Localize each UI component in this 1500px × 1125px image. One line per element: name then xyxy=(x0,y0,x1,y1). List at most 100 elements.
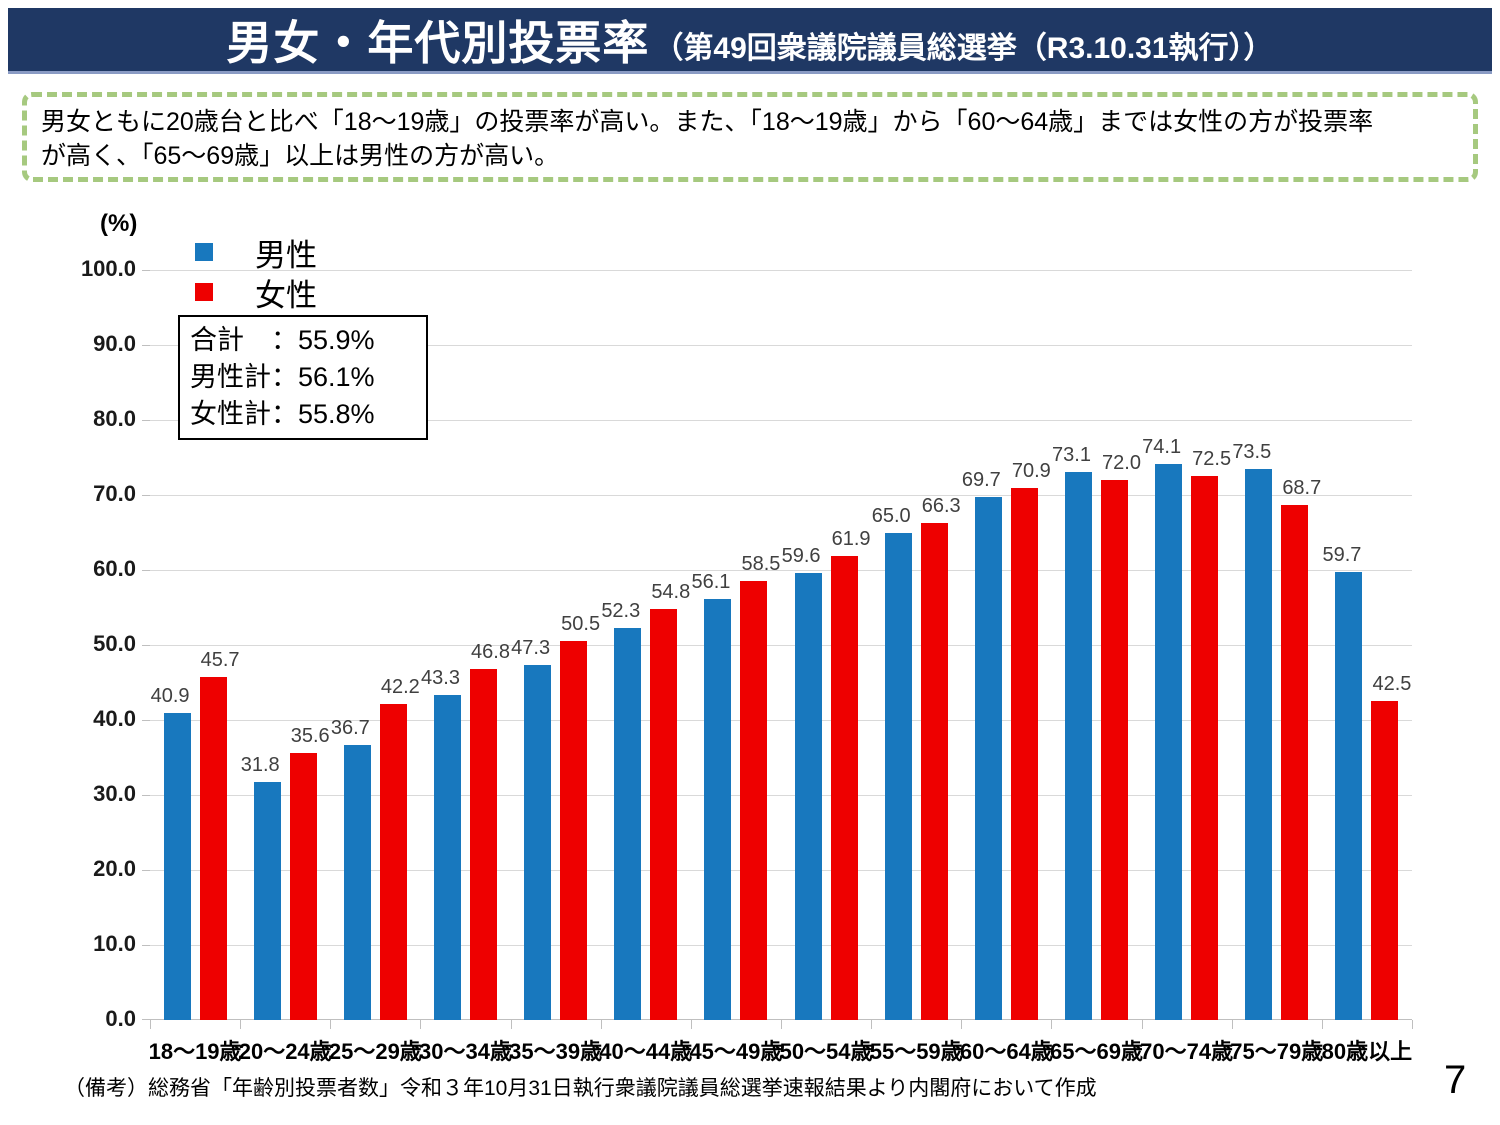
bar-male-1 xyxy=(253,781,281,1020)
y-tick-80 xyxy=(142,420,150,421)
bar-male-0 xyxy=(163,713,191,1020)
bar-label-male-7: 59.6 xyxy=(781,545,821,567)
bar-label-female-11: 72.5 xyxy=(1192,448,1232,471)
bar-label-male-13: 59.7 xyxy=(1322,544,1362,567)
bar-label-female-5: 54.8 xyxy=(651,581,691,603)
x-tick-14 xyxy=(1412,1020,1413,1029)
bar-female-4 xyxy=(560,641,588,1020)
bar-label-male-4: 47.3 xyxy=(511,637,551,660)
bar-label-female-3: 46.8 xyxy=(471,641,510,663)
y-tick-label-60: 60.0 xyxy=(93,556,136,581)
bar-female-13 xyxy=(1371,701,1399,1020)
bar-male-9 xyxy=(974,497,1002,1020)
gridline-40 xyxy=(150,720,1412,721)
x-category-label-10: 65～69歳 xyxy=(1050,1039,1143,1064)
y-tick-60 xyxy=(142,570,150,571)
bar-male-11 xyxy=(1155,464,1183,1020)
y-tick-label-80: 80.0 xyxy=(93,406,136,431)
bar-label-female-13: 42.5 xyxy=(1372,673,1412,696)
header-banner: 男女・年代別投票率 （第49回衆議院議員総選挙（R3.10.31執行）） xyxy=(8,8,1492,74)
bar-label-male-0: 40.9 xyxy=(150,685,190,708)
bar-label-male-3: 43.3 xyxy=(421,667,460,690)
y-tick-label-0: 0.0 xyxy=(105,1006,136,1031)
page-subtitle: （第49回衆議院議員総選挙（R3.10.31執行）） xyxy=(653,31,1274,65)
bar-label-female-12: 68.7 xyxy=(1282,476,1322,499)
y-tick-label-20: 20.0 xyxy=(93,856,136,881)
gridline-20 xyxy=(150,870,1412,871)
x-tick-4 xyxy=(510,1020,512,1029)
plot-area: 0.0 10.0 20.0 30.0 40.0 50.0 60.0 70.0 80.0 90.0 1… xyxy=(81,256,1413,1064)
totals-box: 合計 ：55.9% 男性計：56.1% 女性計：55.8% xyxy=(178,315,428,440)
legend-row-male: 男性 xyxy=(195,232,317,273)
totals-row-overall: 合計 ：55.9% xyxy=(190,325,375,355)
x-category-label-5: 40～44歳 xyxy=(599,1039,693,1064)
y-tick-label-90: 90.0 xyxy=(93,331,136,356)
bar-female-9 xyxy=(1010,488,1038,1020)
x-tick-11 xyxy=(1141,1020,1143,1029)
legend-label: 男性 xyxy=(255,237,317,273)
gridline-80 xyxy=(150,420,1412,421)
bar-male-5 xyxy=(614,627,642,1020)
bar-female-8 xyxy=(920,522,948,1020)
bar-male-7 xyxy=(794,573,822,1020)
legend-swatch-icon xyxy=(195,283,213,301)
bar-label-male-8: 65.0 xyxy=(871,504,911,527)
x-category-label-8: 55～59歳 xyxy=(869,1039,963,1064)
x-tick-3 xyxy=(420,1020,422,1029)
gridline-50 xyxy=(150,645,1412,646)
x-tick-5 xyxy=(600,1020,602,1029)
bar-label-female-10: 72.0 xyxy=(1102,452,1141,474)
bar-male-3 xyxy=(434,695,461,1020)
chart-legend: 男性 女性 xyxy=(195,232,317,313)
summary-note-line-1: 男女ともに20歳台と比べ「18～19歳」の投票率が高い。また、「18～19歳」か… xyxy=(41,108,1374,136)
x-category-label-4: 35～39歳 xyxy=(509,1039,603,1064)
y-tick-90 xyxy=(142,345,150,346)
y-tick-label-10: 10.0 xyxy=(93,931,136,956)
bar-male-13 xyxy=(1335,572,1363,1020)
bar-label-female-0: 45.7 xyxy=(200,649,240,672)
bar-male-12 xyxy=(1245,468,1273,1020)
legend-row-female: 女性 xyxy=(195,272,317,313)
bar-female-6 xyxy=(740,581,768,1020)
y-tick-20 xyxy=(142,870,150,871)
x-category-label-13: 80歳以上 xyxy=(1321,1039,1413,1064)
y-tick-label-50: 50.0 xyxy=(93,631,136,656)
y-tick-label-100: 100.0 xyxy=(80,256,136,281)
x-category-label-2: 25～29歳 xyxy=(328,1039,422,1064)
bar-male-10 xyxy=(1065,471,1092,1020)
totals-row-female: 女性計：55.8% xyxy=(190,399,375,429)
x-tick-12 xyxy=(1231,1020,1233,1029)
y-tick-label-30: 30.0 xyxy=(93,781,136,806)
x-tick-9 xyxy=(961,1020,963,1029)
gridline-90 xyxy=(150,345,1412,346)
y-tick-50 xyxy=(142,645,150,646)
page-number: 7 xyxy=(1444,1058,1467,1102)
bar-label-female-8: 66.3 xyxy=(921,494,961,517)
gridline-70 xyxy=(150,495,1412,496)
bar-female-7 xyxy=(830,555,858,1020)
bar-female-2 xyxy=(379,703,407,1020)
bar-male-8 xyxy=(884,532,912,1020)
bar-label-male-10: 73.1 xyxy=(1052,443,1091,466)
x-category-label-7: 50～54歳 xyxy=(779,1039,873,1064)
y-tick-label-40: 40.0 xyxy=(93,706,136,731)
bar-female-10 xyxy=(1101,480,1128,1020)
bar-label-male-6: 56.1 xyxy=(691,571,731,594)
bar-label-male-12: 73.5 xyxy=(1232,440,1272,463)
x-tick-10 xyxy=(1051,1020,1053,1029)
bar-male-4 xyxy=(524,665,552,1020)
bar-label-male-2: 36.7 xyxy=(330,716,370,739)
bar-label-male-9: 69.7 xyxy=(961,469,1001,492)
bar-label-male-5: 52.3 xyxy=(601,599,641,622)
x-category-label-9: 60～64歳 xyxy=(959,1039,1053,1064)
summary-note-box: 男女ともに20歳台と比べ「18～19歳」の投票率が高い。また、「18～19歳」か… xyxy=(22,92,1478,182)
bar-label-female-4: 50.5 xyxy=(561,613,601,636)
bar-female-12 xyxy=(1281,504,1309,1020)
x-tick-13 xyxy=(1321,1020,1323,1029)
legend-swatch-icon xyxy=(195,243,213,261)
legend-label: 女性 xyxy=(255,277,317,313)
x-category-label-3: 30～34歳 xyxy=(419,1039,512,1064)
bar-male-2 xyxy=(343,744,371,1020)
y-tick-70 xyxy=(142,495,150,496)
